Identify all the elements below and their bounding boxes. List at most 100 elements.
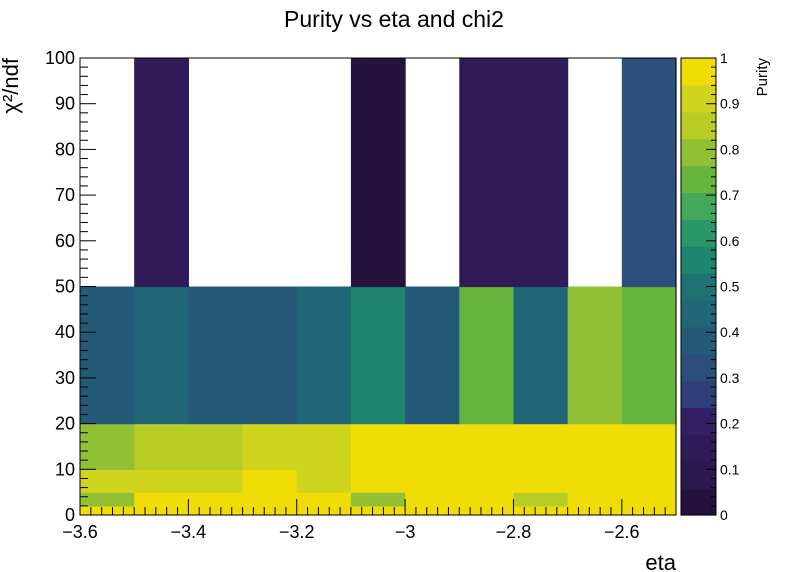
colorbar-tick-label: 0.6 [720, 233, 740, 249]
colorbar-tick-label: 0.4 [720, 324, 740, 340]
colorbar-swatch [681, 111, 716, 140]
heatmap-cell [459, 286, 515, 425]
heatmap-cell [242, 492, 298, 507]
y-tick-label: 60 [55, 231, 75, 251]
heatmap-cell [405, 469, 460, 493]
colorbar-swatch [681, 488, 716, 516]
heatmap-cell [242, 286, 298, 425]
heatmap-cell [296, 286, 352, 425]
heatmap-cell [513, 286, 569, 425]
heatmap-cells [80, 58, 677, 516]
heatmap-cell [296, 492, 352, 507]
heatmap-cell [188, 286, 244, 425]
heatmap-cell [459, 469, 515, 493]
colorbar-swatch [681, 192, 716, 220]
y-tick-label: 90 [55, 94, 75, 114]
heatmap-cell [567, 423, 623, 470]
heatmap-cell [350, 58, 406, 288]
colorbar: 0 0.1 0.2 0.3 0.4 0.5 0.6 0.7 0.8 0.9 1 [680, 50, 740, 523]
y-tick-label: 50 [55, 277, 75, 297]
heatmap-cell [350, 469, 406, 493]
heatmap-cell [405, 286, 460, 425]
colorbar-tick-label: 0.7 [720, 187, 740, 203]
colorbar-swatch [681, 165, 716, 194]
chart-title: Purity vs eta and chi2 [284, 6, 504, 32]
x-axis-label: eta [645, 550, 676, 572]
colorbar-tick-label: 0.2 [720, 416, 740, 432]
x-tick-label: −2.8 [496, 522, 532, 542]
y-axis-label: χ²/ndf [0, 57, 23, 113]
colorbar-swatch [681, 299, 716, 328]
heatmap-cell [80, 423, 135, 470]
heatmap-cell [405, 492, 460, 507]
heatmap-cell [621, 505, 677, 516]
heatmap-cell [242, 423, 298, 470]
y-tick-label: 30 [55, 368, 75, 388]
x-tick-label: −3.4 [171, 522, 207, 542]
heatmap-cell [567, 492, 623, 507]
colorbar-swatch [681, 380, 716, 409]
colorbar-tick-label: 0.3 [720, 370, 740, 386]
heatmap-cell [621, 58, 677, 288]
heatmap-cell [134, 286, 189, 425]
heatmap-cell [134, 423, 189, 470]
heatmap-cell [296, 469, 352, 493]
heatmap-cell [567, 469, 623, 493]
y-tick-label: 100 [45, 48, 75, 68]
heatmap-cell [621, 286, 677, 425]
heatmap-cell [459, 58, 515, 288]
colorbar-tick-label: 0 [720, 507, 728, 523]
y-tick-label: 10 [55, 459, 75, 479]
heatmap-cell [350, 492, 406, 507]
colorbar-tick-label: 1 [720, 50, 728, 66]
heatmap-cell [296, 505, 352, 516]
heatmap-cell [80, 492, 135, 507]
heatmap-cell [513, 469, 569, 493]
colorbar-swatch [681, 434, 716, 462]
heatmap-cell [80, 286, 135, 425]
colorbar-swatch [681, 353, 716, 382]
heatmap-cell [405, 423, 460, 470]
heatmap-cell [513, 423, 569, 470]
y-tick-label: 20 [55, 414, 75, 434]
heatmap-cell [80, 469, 135, 493]
y-tick-label: 80 [55, 139, 75, 159]
x-axis: −3.6 −3.4 −3.2 −3 −2.8 −2.6 [62, 499, 677, 542]
y-tick-label: 0 [65, 505, 75, 525]
x-tick-label: −2.6 [604, 522, 640, 542]
heatmap-cell [621, 469, 677, 493]
colorbar-swatch [681, 138, 716, 167]
heatmap-cell [188, 492, 244, 507]
colorbar-label: Purity [754, 58, 771, 97]
heatmap-cell [296, 423, 352, 470]
y-axis: 0 10 20 30 40 50 60 70 80 90 100 [45, 48, 96, 525]
heatmap-cell [567, 505, 623, 516]
heatmap-cell [80, 505, 135, 516]
heatmap-cell [134, 505, 189, 516]
colorbar-tick-label: 0.1 [720, 461, 740, 477]
heatmap-cell [459, 423, 515, 470]
x-tick-label: −3.2 [279, 522, 315, 542]
heatmap-cell [188, 469, 244, 493]
heatmap-cell [621, 492, 677, 507]
colorbar-swatch [681, 461, 716, 489]
heatmap-cell [567, 286, 623, 425]
heatmap-cell [350, 286, 406, 425]
heatmap-cell [459, 492, 515, 507]
colorbar-tick-label: 0.9 [720, 96, 740, 112]
heatmap-cell [242, 469, 298, 493]
colorbar-swatch [681, 84, 716, 113]
y-tick-label: 40 [55, 322, 75, 342]
heatmap-cell [513, 492, 569, 507]
heatmap-cell [134, 58, 189, 288]
heatmap-cell [134, 492, 189, 507]
x-tick-label: −3.6 [62, 522, 98, 542]
heatmap-cell [350, 423, 406, 470]
heatmap-cell [188, 423, 244, 470]
colorbar-swatch [681, 407, 716, 435]
colorbar-swatch [681, 58, 716, 86]
heatmap-cell [621, 423, 677, 470]
colorbar-swatch [681, 219, 716, 247]
heatmap-cell [459, 505, 515, 516]
